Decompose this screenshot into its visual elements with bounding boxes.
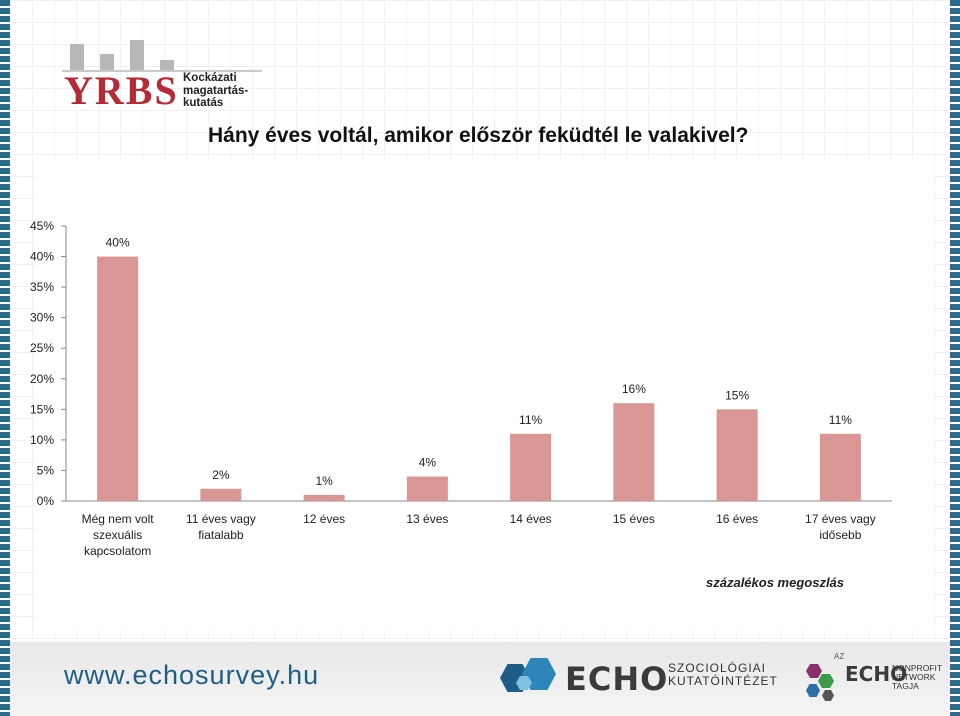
echo-network-subtitle: NONPROFIT NETWORK TAGJA	[892, 663, 943, 691]
data-label: 11%	[519, 413, 542, 427]
bar	[303, 494, 345, 501]
x-tick-label: 12 éves	[303, 512, 345, 526]
x-tick-label: 16 éves	[716, 512, 758, 526]
right-border	[950, 0, 960, 716]
bar	[97, 256, 139, 501]
echo-network-wordmark: ECHO	[845, 662, 908, 686]
y-tick-label: 40%	[30, 250, 54, 264]
bar	[613, 403, 655, 501]
data-label: 2%	[212, 468, 230, 482]
y-tick-label: 35%	[30, 280, 54, 294]
logo-subtitle: Kockázati magatartás- kutatás	[183, 72, 249, 109]
y-tick-label: 15%	[30, 402, 54, 416]
data-label: 15%	[725, 388, 749, 402]
bar	[510, 433, 552, 501]
x-tick-label: Még nem volt szexuális kapcsolatom	[82, 512, 155, 558]
y-tick-label: 5%	[37, 463, 55, 477]
logo-wordmark: YRBS	[64, 68, 179, 113]
left-border	[0, 0, 10, 716]
data-label: 1%	[315, 474, 333, 488]
x-tick-label: 13 éves	[406, 512, 448, 526]
chart-note: százalékos megoszlás	[706, 575, 845, 590]
yrbs-logo: YRBS Kockázati magatartás- kutatás	[62, 30, 272, 114]
y-tick-label: 0%	[37, 494, 55, 508]
bar	[200, 488, 242, 501]
echo-wordmark: ECHO	[565, 660, 669, 698]
bar	[716, 409, 758, 501]
content-area	[36, 160, 932, 630]
y-tick-label: 10%	[30, 433, 54, 447]
y-tick-label: 20%	[30, 372, 54, 386]
echo-subtitle: SZOCIOLÓGIAI KUTATÓINTÉZET	[668, 661, 778, 688]
bar	[406, 476, 448, 501]
x-tick-label: 14 éves	[510, 512, 552, 526]
footer: www.echosurvey.hu ECHO SZOCIOLÓGIAI KUTA…	[10, 642, 950, 716]
x-tick-label: 15 éves	[613, 512, 655, 526]
data-label: 16%	[622, 382, 646, 396]
y-tick-label: 30%	[30, 311, 54, 325]
logo-bars-icon	[70, 30, 180, 70]
x-tick-label: 17 éves vagy idősebb	[805, 512, 876, 542]
y-tick-label: 25%	[30, 341, 54, 355]
chart-title: Hány éves voltál, amikor először feküdté…	[208, 124, 749, 147]
data-label: 40%	[106, 236, 130, 250]
footer-url-link[interactable]: www.echosurvey.hu	[64, 660, 320, 690]
y-tick-label: 45%	[30, 219, 54, 233]
bar	[819, 433, 861, 501]
echo-network-hex-icon	[806, 664, 822, 678]
x-tick-label: 11 éves vagy fiatalabb	[186, 512, 256, 542]
data-label: 4%	[419, 456, 437, 470]
data-label: 11%	[829, 413, 852, 427]
